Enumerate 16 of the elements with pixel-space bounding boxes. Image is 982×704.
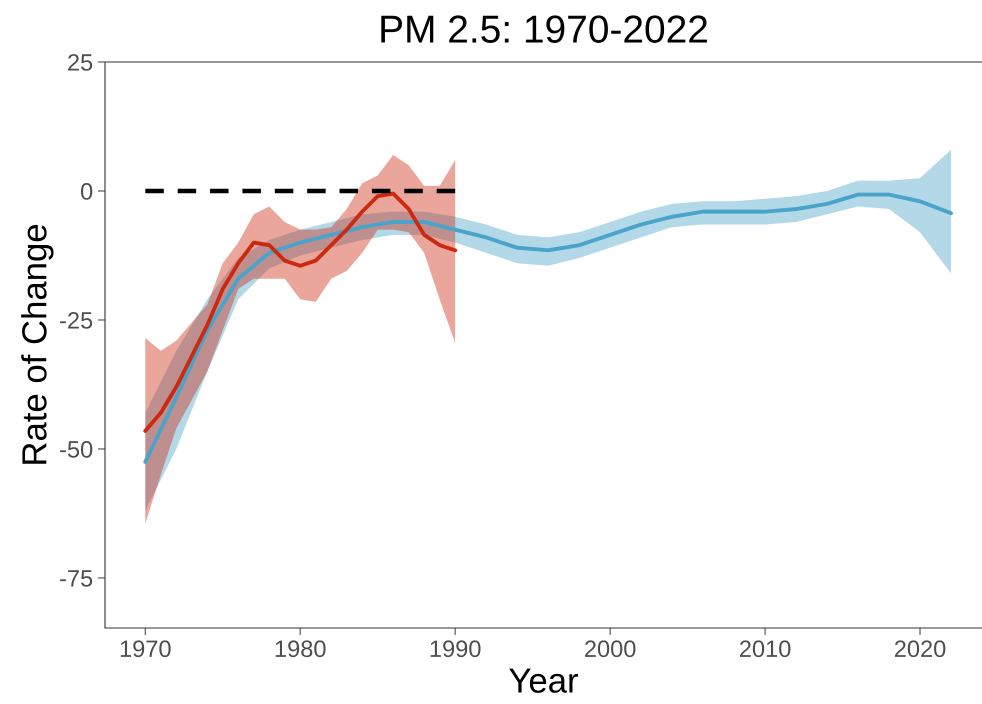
- x-tick-label: 2010: [740, 640, 790, 658]
- x-axis-title: Year: [509, 668, 578, 693]
- x-tick-label: 1970: [120, 640, 171, 658]
- x-tick-label: 2000: [585, 640, 636, 658]
- y-axis-title: Rate of Change: [21, 224, 54, 464]
- y-tick-label: 0: [80, 183, 92, 200]
- x-tick-label: 1980: [276, 640, 326, 658]
- y-tick-label: -50: [60, 441, 92, 458]
- line-series: [143, 192, 953, 464]
- x-tick-label: 1990: [430, 640, 481, 658]
- y-tick-label: -75: [60, 570, 92, 587]
- chart-title: PM 2.5: 1970-2022: [381, 15, 707, 43]
- x-tick-label: 2020: [894, 640, 946, 658]
- y-tick-label: 25: [68, 54, 92, 71]
- line-series: [143, 192, 458, 433]
- y-tick-label: -25: [60, 312, 92, 329]
